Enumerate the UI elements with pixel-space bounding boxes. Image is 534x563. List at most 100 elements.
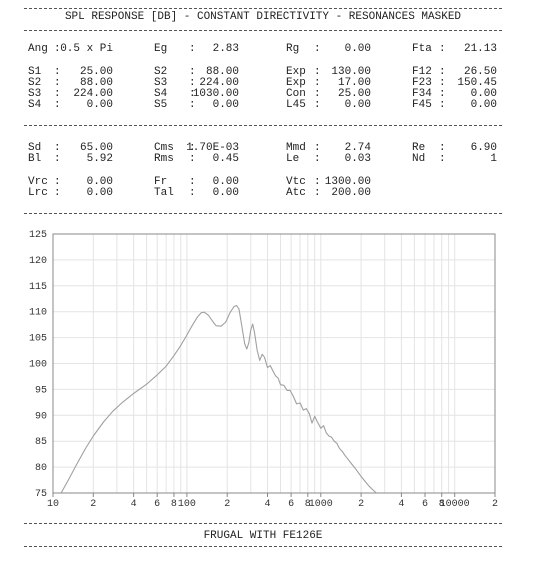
param-value: 0.00	[212, 99, 239, 111]
chart-title: SPL RESPONSE [DB] - CONSTANT DIRECTIVITY…	[64, 11, 462, 23]
param-label: S3	[154, 77, 168, 89]
param-label: Cms	[154, 142, 174, 154]
param-row: S2:88.00 S3:224.00 Exp:17.00 F23:150.45	[24, 77, 502, 90]
x-tick-label: 4	[131, 499, 137, 510]
param-value: 88.00	[205, 66, 239, 78]
param-separator: :	[54, 99, 61, 111]
param-label: Re	[412, 142, 426, 154]
x-tick-label: 1000	[309, 499, 333, 510]
param-label: S4	[28, 99, 42, 111]
x-tick-label: 4	[265, 499, 271, 510]
param-value: 0.00	[86, 176, 113, 188]
param-value: 0.00	[86, 187, 113, 199]
param-label: Ang	[28, 43, 48, 55]
param-separator: :	[189, 66, 196, 78]
param-label: Vtc	[286, 176, 306, 188]
param-separator: :	[439, 88, 446, 100]
param-value: 1	[490, 153, 497, 165]
param-separator: :	[314, 43, 321, 55]
param-label: Le	[286, 153, 300, 165]
param-separator: :	[314, 66, 321, 78]
param-label: Rms	[154, 153, 174, 165]
params-dashed-rule	[24, 213, 502, 214]
param-row: Sd:65.00 Cms:1.70E-03 Mmd:2.74 Re:6.90	[24, 142, 502, 155]
param-separator: :	[54, 176, 61, 188]
param-value: 0.00	[344, 99, 371, 111]
param-row: S1:25.00 S2:88.00 Exp:130.00 F12:26.50	[24, 66, 502, 79]
param-label: F23	[412, 77, 432, 89]
param-separator: :	[314, 187, 321, 199]
param-separator: :	[189, 176, 196, 188]
param-separator: :	[439, 142, 446, 154]
param-value: 0.00	[212, 176, 239, 188]
param-value: 130.00	[331, 66, 371, 78]
param-value: 1.70E-03	[186, 142, 239, 154]
param-value: 0.03	[344, 153, 371, 165]
param-value: 21.13	[463, 43, 497, 55]
param-label: Atc	[286, 187, 306, 199]
param-label: Tal	[154, 187, 174, 199]
footer-label: FRUGAL WITH FE126E	[203, 530, 323, 542]
param-separator: :	[314, 88, 321, 100]
param-value: 26.50	[463, 66, 497, 78]
param-label: Rg	[286, 43, 300, 55]
x-tick-label: 8	[305, 499, 311, 510]
param-separator: :	[189, 142, 196, 154]
param-label: S2	[154, 66, 168, 78]
param-value: 0.00	[212, 187, 239, 199]
param-value: 0.45	[212, 153, 239, 165]
x-tick-label: 6	[422, 499, 428, 510]
param-separator: :	[189, 187, 196, 199]
param-separator: :	[439, 66, 446, 78]
x-tick-label: 8	[171, 499, 177, 510]
plot-frame	[52, 233, 496, 494]
spl-response-line	[60, 304, 377, 494]
param-value: 0.00	[86, 99, 113, 111]
y-tick-label: 100	[29, 360, 47, 371]
x-tick-label: 2	[358, 499, 364, 510]
param-separator: :	[189, 153, 196, 165]
param-separator: :	[54, 88, 61, 100]
param-separator: :	[314, 77, 321, 89]
x-tick-label: 6	[288, 499, 294, 510]
param-value: 0.00	[344, 43, 371, 55]
footer-top-dashed-rule	[24, 523, 502, 524]
x-tick-label: 6	[154, 499, 160, 510]
x-tick-label: 8	[439, 499, 445, 510]
param-label: S1	[28, 66, 42, 78]
param-label: Eg	[154, 43, 168, 55]
param-separator: :	[189, 43, 196, 55]
param-row: Vrc:0.00 Fr:0.00 Vtc:1300.00	[24, 176, 502, 189]
param-separator: :	[439, 153, 446, 165]
middle-dashed-rule	[24, 125, 502, 126]
y-tick-label: 80	[35, 463, 47, 474]
param-value: 6.90	[470, 142, 497, 154]
param-label: F45	[412, 99, 432, 111]
param-separator: :	[54, 187, 61, 199]
param-row: Bl: 5.92 Rms: 0.45 Le: 0.03 Nd: 1	[24, 153, 502, 166]
param-label: S5	[154, 99, 168, 111]
param-value: 1300.00	[324, 176, 371, 188]
x-tick-label: 10	[47, 499, 59, 510]
param-row: Lrc:0.00 Tal:0.00 Atc:200.00	[24, 187, 502, 200]
param-label: F12	[412, 66, 432, 78]
param-label: Vrc	[28, 176, 48, 188]
param-row: S3:224.00 S4:1030.00 Con:25.00 F34:0.00	[24, 88, 502, 101]
param-separator: :	[54, 153, 61, 165]
y-tick-label: 85	[35, 437, 47, 448]
y-tick-label: 75	[35, 489, 47, 500]
param-value: 224.00	[73, 88, 113, 100]
y-tick-label: 120	[29, 256, 47, 267]
x-tick-label: 4	[398, 499, 404, 510]
x-tick-label: 2	[224, 499, 230, 510]
param-label: Sd	[28, 142, 42, 154]
y-tick-label: 95	[35, 385, 47, 396]
param-separator: :	[54, 43, 61, 55]
param-label: Bl	[28, 153, 42, 165]
x-tick-label: 10000	[440, 499, 470, 510]
title-dashed-rule	[24, 30, 502, 31]
param-value: 25.00	[337, 88, 371, 100]
param-label: Lrc	[28, 187, 48, 199]
param-separator: :	[54, 142, 61, 154]
